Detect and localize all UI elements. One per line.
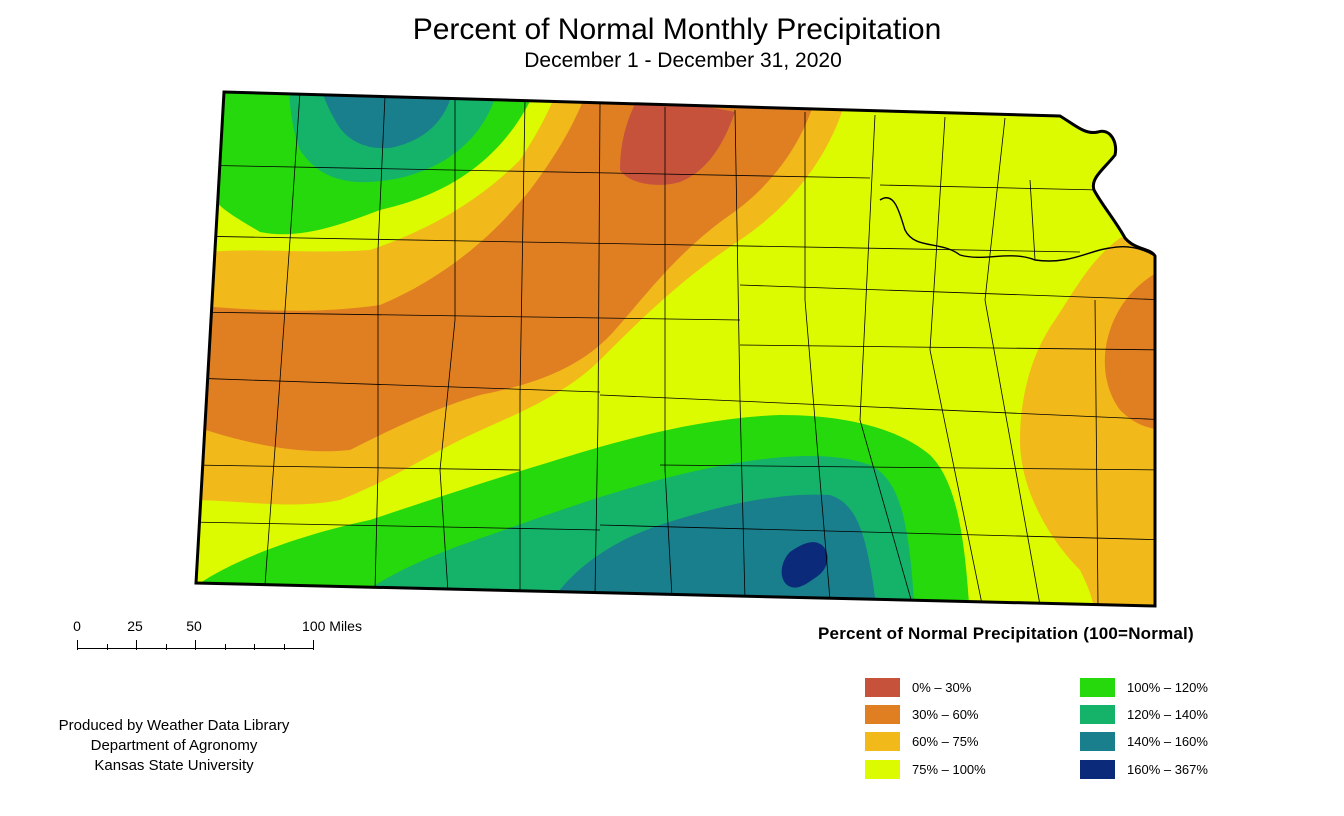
legend-swatch (1080, 731, 1115, 751)
zone-0-30 (620, 95, 735, 185)
kansas-river (879, 197, 1156, 262)
credits: Produced by Weather Data Library Departm… (24, 716, 324, 776)
map-title: Percent of Normal Monthly Precipitation (412, 13, 942, 46)
scale-tick (313, 640, 314, 650)
zone-160-367 (781, 542, 828, 588)
credit-line: Department of Agronomy (90, 737, 258, 754)
scale-tick (284, 644, 285, 650)
legend-item: 75% – 100% (865, 759, 986, 779)
map-scale-bar: 0 25 50 100 Miles (60, 614, 380, 664)
scale-tick (107, 644, 108, 650)
scale-label-100-miles: 100 Miles (302, 618, 362, 634)
scale-label-25: 25 (127, 618, 143, 634)
precipitation-zones (196, 92, 1155, 606)
map-subtitle: December 1 - December 31, 2020 (524, 49, 842, 72)
legend-swatch (1080, 677, 1115, 697)
credit-line: Produced by Weather Data Library (58, 717, 290, 734)
scale-tick (195, 640, 196, 650)
legend-swatch (1080, 759, 1115, 779)
scale-tick (254, 644, 255, 650)
scale-label-0: 0 (73, 618, 81, 634)
legend-item: 0% – 30% (865, 677, 971, 697)
legend-item: 160% – 367% (1080, 759, 1208, 779)
scale-tick (136, 640, 137, 650)
legend-item: 120% – 140% (1080, 704, 1208, 724)
scale-tick (77, 640, 78, 650)
scale-tick (166, 644, 167, 650)
legend-label: 160% – 367% (1127, 761, 1208, 777)
credit-line: Kansas State University (94, 757, 254, 774)
legend-swatch (865, 704, 900, 724)
legend-item: 60% – 75% (865, 731, 979, 751)
legend-title: Percent of Normal Precipitation (100=Nor… (818, 624, 1194, 643)
legend-item: 100% – 120% (1080, 677, 1208, 697)
zone-140-160-south (540, 494, 878, 606)
legend-item: 140% – 160% (1080, 731, 1208, 751)
legend-label: 120% – 140% (1127, 706, 1208, 722)
legend-item: 30% – 60% (865, 704, 979, 724)
legend-swatch (865, 759, 900, 779)
legend-swatch (865, 731, 900, 751)
legend-label: 0% – 30% (912, 679, 972, 695)
scale-label-50: 50 (186, 618, 202, 634)
county-boundaries (196, 92, 1155, 606)
kansas-state-border (194, 90, 1157, 608)
legend-label: 140% – 160% (1127, 733, 1208, 749)
legend-swatch (1080, 704, 1115, 724)
scale-tick (225, 644, 226, 650)
legend-swatch (865, 677, 900, 697)
legend-label: 30% – 60% (912, 706, 979, 722)
legend-label: 60% – 75% (912, 733, 979, 749)
legend-label: 75% – 100% (912, 761, 986, 777)
legend-label: 100% – 120% (1127, 679, 1208, 695)
